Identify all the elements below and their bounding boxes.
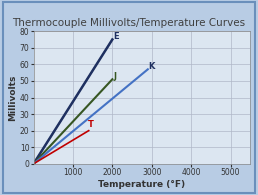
X-axis label: Temperature (°F): Temperature (°F) xyxy=(98,180,186,189)
Text: T: T xyxy=(88,120,94,129)
Text: K: K xyxy=(149,62,155,71)
Text: J: J xyxy=(113,72,116,81)
Y-axis label: Millivolts: Millivolts xyxy=(8,74,17,121)
Text: Thermocouple Millivolts/Temperature Curves: Thermocouple Millivolts/Temperature Curv… xyxy=(12,18,246,28)
Text: E: E xyxy=(113,32,119,41)
